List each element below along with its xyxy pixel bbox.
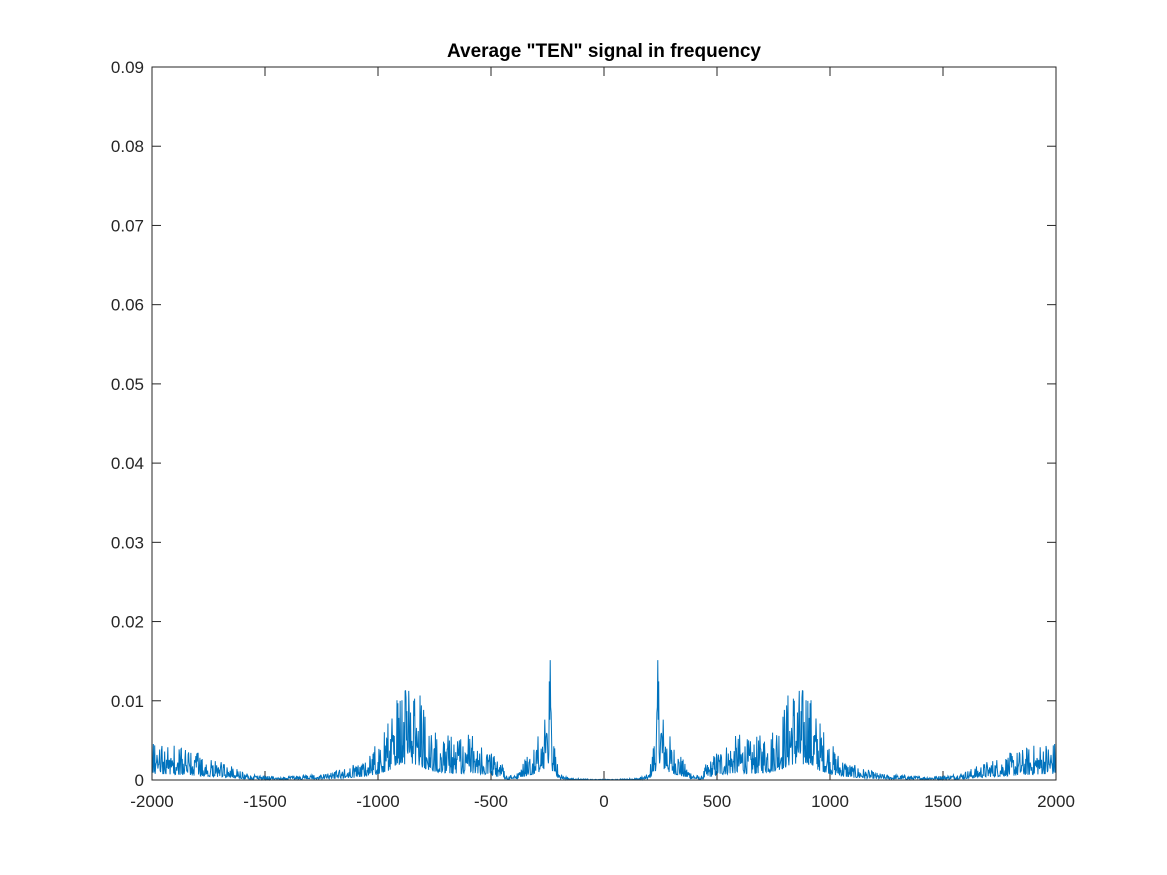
y-tick-label: 0.01 bbox=[111, 692, 144, 711]
chart-title: Average "TEN" signal in frequency bbox=[447, 41, 761, 62]
x-tick-label: 1000 bbox=[811, 792, 849, 811]
x-tick-label: -1000 bbox=[356, 792, 399, 811]
y-tick-label: 0 bbox=[135, 771, 144, 790]
x-tick-label: 0 bbox=[599, 792, 608, 811]
x-tick-label: -1500 bbox=[243, 792, 286, 811]
x-axis: -2000 -1500 -1000 -500 0 500 1000 1500 2000 bbox=[130, 67, 1075, 811]
y-tick-label: 0.03 bbox=[111, 533, 144, 552]
x-tick-label: 1500 bbox=[924, 792, 962, 811]
y-tick-label: 0.07 bbox=[111, 216, 144, 235]
y-tick-label: 0.09 bbox=[111, 58, 144, 77]
x-tick-label: -500 bbox=[474, 792, 508, 811]
x-tick-label: 500 bbox=[703, 792, 731, 811]
y-axis: 0 0.01 0.02 0.03 0.04 0.05 0.06 0.07 0.08 0.09 bbox=[111, 58, 1056, 790]
plot-border bbox=[151, 66, 1057, 781]
y-tick-label: 0.08 bbox=[111, 137, 144, 156]
y-tick-label: 0.02 bbox=[111, 613, 144, 632]
y-tick-label: 0.04 bbox=[111, 454, 144, 473]
y-tick-label: 0.06 bbox=[111, 296, 144, 315]
x-tick-label: -2000 bbox=[130, 792, 173, 811]
plot-area bbox=[152, 67, 1056, 780]
y-tick-label: 0.05 bbox=[111, 375, 144, 394]
x-tick-label: 2000 bbox=[1037, 792, 1075, 811]
